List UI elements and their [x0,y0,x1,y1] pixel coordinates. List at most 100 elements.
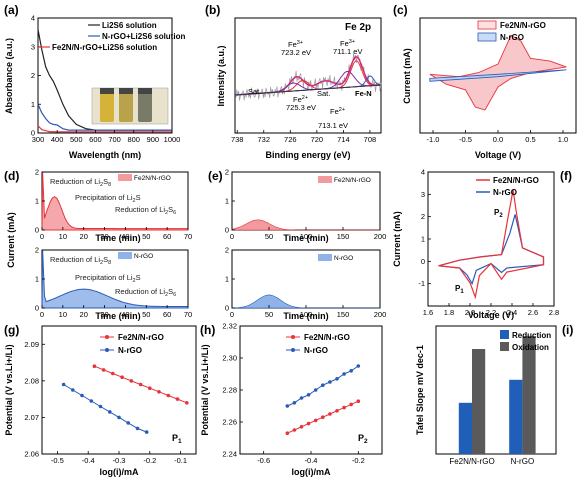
panel-f-legend-2: N-rGO [493,188,517,197]
h-point [349,369,354,373]
d-top-xtick-label: 10 [59,232,67,241]
panel-b-annotations: Fe3+ 711.1 eV Fe3+ 723.2 eV Fe2+ 725.3 e… [248,39,372,130]
panel-h-ylabel: Potential (V vs.Li+/Li) [200,344,210,435]
panel-b-label: (b) [205,3,220,17]
h-ytick-label: 2.26 [222,418,237,427]
a-ytick-label: 2 [31,71,35,80]
panel-h-label: (h) [200,323,215,337]
panel-d-label: (d) [4,169,19,183]
h-point [342,405,346,410]
h-point [299,425,304,429]
d-top-ytick-label: 1 [35,197,39,206]
panel-b-xlabel: Binding energy (eV) [265,150,350,160]
h-ytick-label: 2.28 [222,386,237,395]
panel-g-tag: P1 [172,433,182,445]
panel-b-frame [234,17,382,134]
panel-d-legend-top: Fe2N/N-rGO [134,175,171,182]
panel-g: (g) -0.5 -0.4 -0.3 -0.2 -0.1 2.06 2.07 2.08 2.09… [4,323,197,477]
panel-c-plot: -1.0 -0.5 0.0 0.5 1.0 [427,34,568,144]
e-top-xtick-label: 50 [265,232,273,241]
panel-f-p2: P2 [494,208,503,219]
h-point [328,412,332,416]
panel-c-legend-1: Fe2N/N-rGO [500,21,546,30]
cv-f-fe2n [438,189,545,300]
e-top-xtick-label: 150 [337,232,350,241]
panel-f-legend: Fe2N/N-rGO N-rGO [476,176,539,197]
d-top-xtick-label: 40 [121,232,129,241]
d-bottom-xtick-label: 60 [163,310,171,319]
c-xtick-label: -1.0 [427,135,440,144]
f-xtick-label: 2.8 [549,308,559,317]
panel-h-xlabel: log(i)/mA [292,467,331,477]
panel-h-legend-1: Fe2N/N-rGO [304,333,350,342]
panel-e-frame-bottom [231,249,381,309]
e-bottom-ytick-label: 2 [225,246,229,255]
a-xtick-label: 900 [147,135,160,144]
a-xtick-label: 300 [32,135,45,144]
panel-b-ylabel: Intensity (a.u.) [216,45,226,106]
i-category-label: Fe2N/N-rGO [449,457,494,466]
panel-i-legend-1: Reduction [512,331,551,340]
d-bottom-ytick-label: 0 [35,304,39,313]
cv-loop-fe2n [429,34,567,111]
i-category-label: N-rGO [511,457,535,466]
b-xtick-label: 726 [284,135,297,144]
e-top-ytick-label: 0 [225,226,229,235]
bar-oxidation-0 [472,349,486,454]
c-xtick-label: 0.0 [493,135,503,144]
g-point [175,397,180,401]
b-xtick-label: 720 [311,135,324,144]
a-xtick-label: 400 [51,135,64,144]
g-point [80,393,84,398]
panel-d-annotations: Reduction of Li2S8 Precipitation of Li2S… [50,177,176,298]
ann-sat-2: Sat. [317,89,330,98]
h-point [335,377,339,381]
c-xtick-label: 0.5 [525,135,535,144]
h-point [306,421,311,426]
b-xtick-label: 714 [337,135,350,144]
bar-reduction-0 [458,402,472,454]
ann-fe2-725-val: 725.3 eV [286,103,316,112]
g-xtick-label: -0.3 [113,456,126,465]
g-ytick-label: 2.06 [24,450,39,459]
panel-c-legend-2: N-rGO [500,33,524,42]
panel-c: (c) -1.0 -0.5 0.0 0.5 1.0 Fe2N/N-rGO N-rGO V… [393,3,577,160]
d-bottom-xtick-label: 40 [121,310,129,319]
g-point [71,388,75,392]
ann-fe2-713: Fe2+ [330,107,345,116]
panel-i-label: (i) [562,323,573,337]
panel-e-label: (e) [208,169,223,183]
d-bottom-xtick-label: 20 [80,310,88,319]
g-point [98,404,103,409]
h-ytick-label: 2.24 [222,450,237,459]
panel-i-frame [435,325,557,455]
d-top-ytick-label: 0 [35,226,39,235]
panel-f: (f) 1.6 1.8 2.0 2.2 2.4 2.6 2.8 -1 0 1 2 3 4 Fe2N/N-… [392,168,572,321]
panel-g-legend-2: N-rGO [118,346,142,355]
d-bottom-xtick-label: 0 [40,310,44,319]
e-top-ytick-label: 1 [225,197,229,206]
b-xtick-label: 708 [364,135,377,144]
f-xtick-label: 2.6 [528,308,538,317]
e-bottom-xtick-label: 200 [374,310,387,319]
f-ytick-label: 2 [421,212,425,221]
panel-f-legend-1: Fe2N/N-rGO [493,176,539,185]
panel-g-legend: Fe2N/N-rGO N-rGO [100,333,164,355]
h-point [306,393,311,397]
f-ytick-label: 0 [421,257,425,266]
panel-a-legend-2: N-rGO+Li2S6 solution [102,32,185,41]
g-point [185,401,189,405]
e-bottom-xtick-label: 150 [337,310,350,319]
panel-a: (a) 300 400 500 600 700 800 900 1000 0 1 2 3 4 Li2S6… [4,3,185,160]
panel-a-legend: Li2S6 solution N-rGO+Li2S6 solution Fe2N… [38,21,185,52]
h-point [328,380,332,384]
f-ytick-label: 1 [421,235,425,244]
panel-h-legend-2: N-rGO [304,346,328,355]
b-xtick-label: 732 [257,135,270,144]
panel-a-plot: 300 400 500 600 700 800 900 1000 0 1 2 3 4 [31,14,181,145]
g-point [148,386,152,391]
d-bottom-ytick-label: 2 [35,246,39,255]
ann-fe3-723-val: 723.2 eV [281,48,311,57]
